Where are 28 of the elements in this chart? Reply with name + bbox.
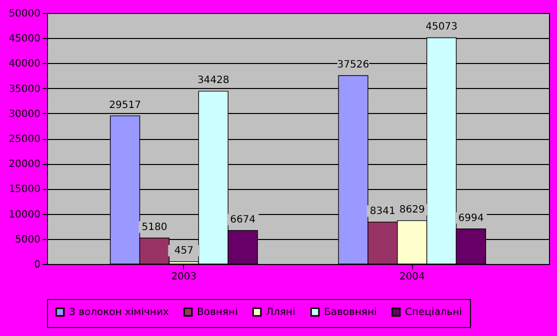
y-tick-label: 30000 (8, 108, 40, 120)
y-tick-label: 45000 (8, 34, 40, 45)
data-label: 5180 (142, 222, 168, 233)
data-label: 29517 (109, 100, 141, 111)
legend-label: Вовняні (197, 307, 238, 318)
data-label: 45073 (426, 22, 458, 33)
legend-label: Бавовняні (324, 307, 377, 318)
y-tick-label: 25000 (8, 134, 40, 145)
data-label: 457 (174, 246, 194, 257)
data-label: 8341 (370, 206, 396, 218)
y-tick-label: 20000 (8, 159, 40, 170)
data-label: 37526 (337, 60, 370, 71)
x-tick-label: 2004 (399, 272, 425, 282)
legend-label: Лляні (266, 307, 296, 318)
y-tick-label: 40000 (8, 58, 40, 70)
y-tick-label: 15000 (8, 184, 40, 196)
legend-label: Спеціальні (405, 307, 462, 318)
y-tick-label: 10000 (8, 209, 40, 220)
x-tick-label: 2003 (171, 272, 197, 282)
y-tick-label: 0 (34, 260, 40, 270)
data-label: 34428 (197, 75, 230, 86)
data-label: 8629 (399, 204, 425, 216)
y-tick-label: 5000 (15, 234, 40, 246)
data-label: 6674 (230, 214, 256, 226)
y-tick-label: 50000 (8, 8, 40, 20)
legend-label: З волокон хімічних (69, 307, 169, 318)
y-tick-label: 35000 (8, 84, 40, 95)
data-label: 6994 (458, 212, 484, 224)
